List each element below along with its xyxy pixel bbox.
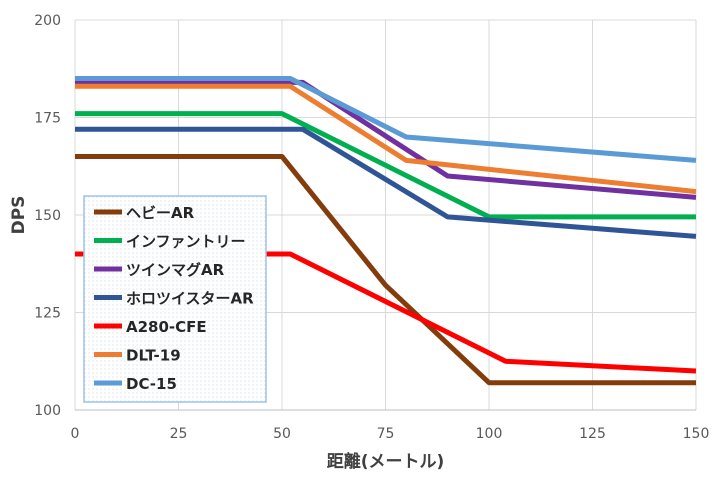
x-axis-title: 距離(メートル) [327, 451, 445, 472]
y-tick-label: 150 [34, 208, 61, 224]
x-tick-label: 125 [579, 426, 606, 442]
series-line-3 [75, 79, 697, 200]
y-tick-label: 100 [34, 403, 61, 419]
legend-label-7: DC-15 [126, 375, 177, 393]
x-tick-label: 100 [476, 426, 503, 442]
x-tick-label: 0 [71, 426, 80, 442]
legend-label-1: ヘビーAR [126, 204, 195, 222]
series-line-2 [75, 111, 696, 220]
axes: 0 25 50 75 100 125 150 100 125 150 175 200 距離(メートル) D… [9, 13, 709, 472]
y-tick-label: 175 [34, 111, 61, 127]
y-tick-label: 200 [34, 13, 61, 29]
y-tick-label: 125 [34, 306, 61, 322]
series-line-7 [75, 76, 697, 163]
legend-label-6: DLT-19 [126, 347, 181, 365]
y-axis-title: DPS [9, 196, 29, 235]
legend-label-4: ホロツイスターAR [126, 290, 254, 308]
x-tick-label: 50 [273, 426, 291, 442]
series-line-4 [75, 126, 697, 239]
legend-label-2: インファントリー [126, 233, 246, 251]
series-line-6 [75, 83, 697, 195]
x-tick-label: 150 [683, 426, 710, 442]
x-tick-label: 25 [170, 426, 188, 442]
x-tick-label: 75 [377, 426, 395, 442]
legend-label-5: A280-CFE [126, 318, 207, 336]
legend-label-3: ツインマグAR [126, 261, 225, 279]
series-line-1 [75, 154, 696, 386]
